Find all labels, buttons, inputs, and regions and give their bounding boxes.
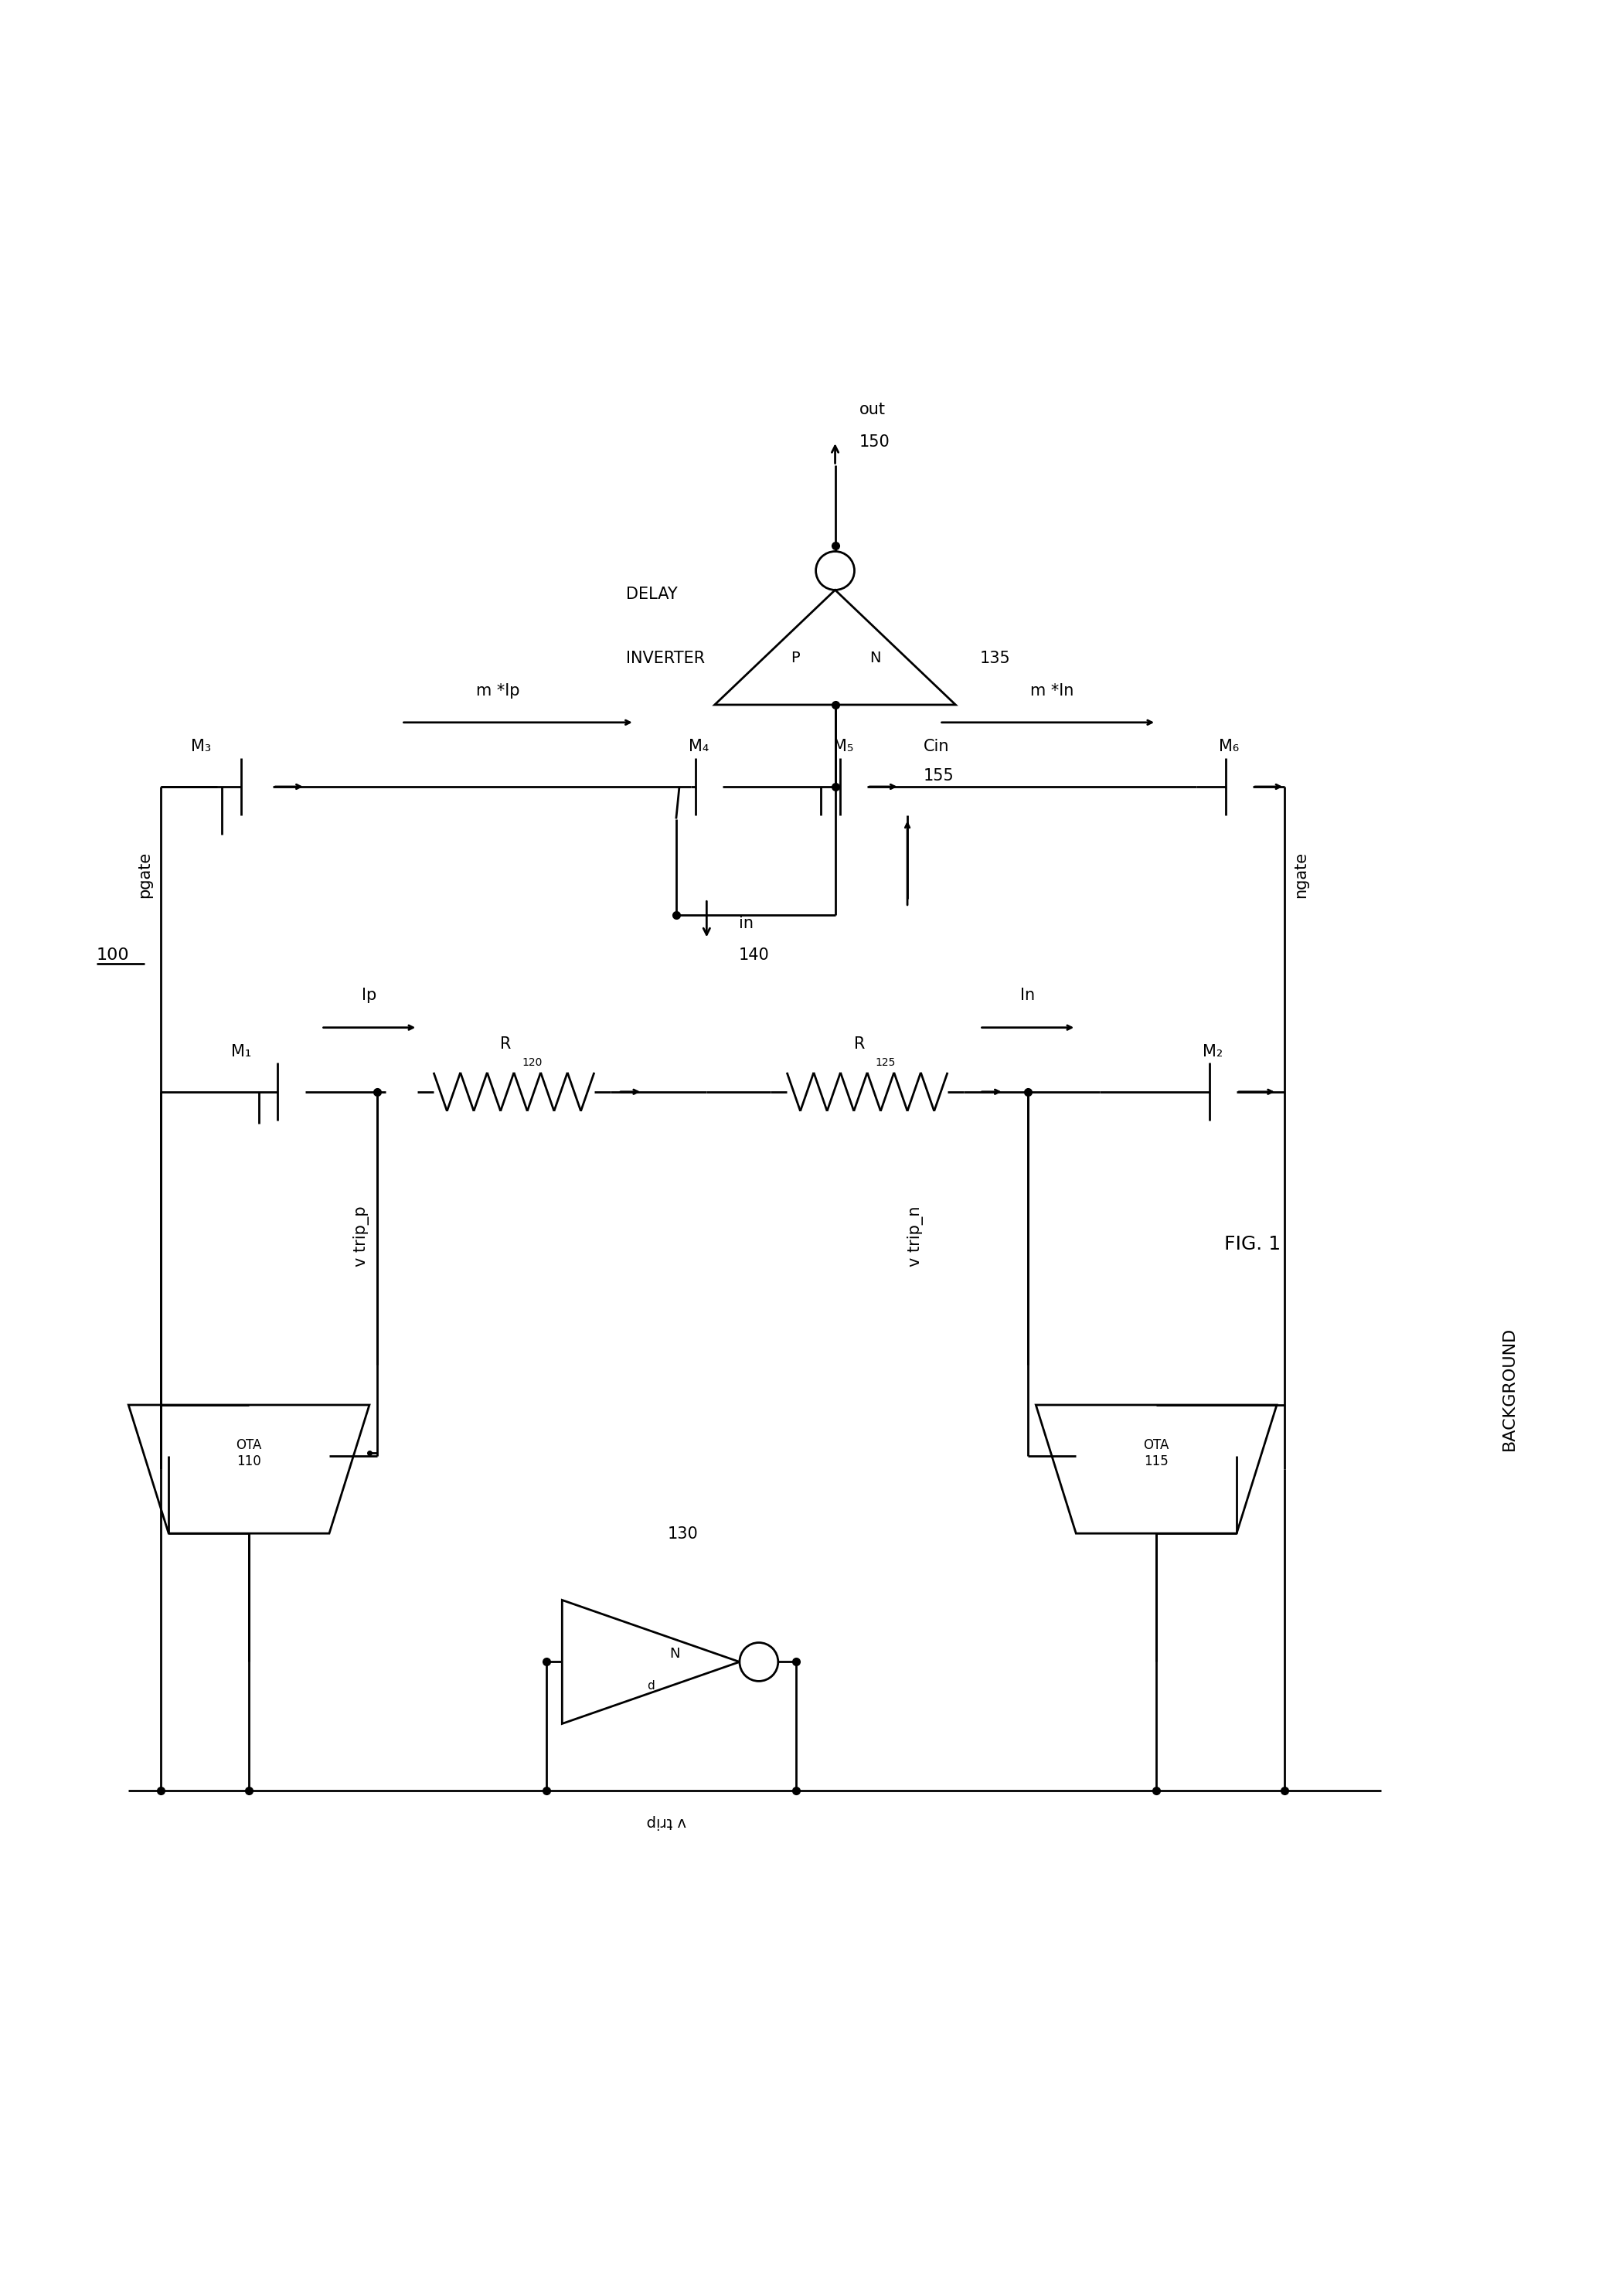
- Text: R: R: [501, 1035, 511, 1052]
- Text: in: in: [739, 916, 753, 930]
- Text: 125: 125: [875, 1056, 896, 1068]
- Text: 120: 120: [522, 1056, 543, 1068]
- Text: M₄: M₄: [689, 739, 708, 755]
- Text: In: In: [1020, 987, 1036, 1003]
- Text: M₂: M₂: [1203, 1045, 1222, 1061]
- Text: N: N: [870, 650, 880, 666]
- Text: FIG. 1: FIG. 1: [1224, 1235, 1282, 1254]
- Text: 130: 130: [666, 1527, 699, 1541]
- Text: 150: 150: [859, 434, 890, 450]
- Text: INVERTER: INVERTER: [626, 650, 705, 666]
- Text: ngate: ngate: [1293, 852, 1309, 898]
- Text: m *Ip: m *Ip: [475, 682, 520, 698]
- Text: v trip_n: v trip_n: [907, 1205, 923, 1267]
- Text: v trip_p: v trip_p: [353, 1205, 369, 1267]
- Text: M₅: M₅: [834, 739, 853, 755]
- Text: 155: 155: [923, 767, 954, 783]
- Text: Cin: Cin: [923, 739, 949, 755]
- Text: BACKGROUND: BACKGROUND: [1502, 1327, 1518, 1451]
- Text: v trip: v trip: [647, 1814, 686, 1830]
- Text: M₆: M₆: [1219, 739, 1238, 755]
- Text: pgate: pgate: [137, 852, 153, 898]
- Text: N: N: [670, 1646, 679, 1660]
- Text: OTA
110: OTA 110: [236, 1437, 262, 1467]
- Text: P: P: [790, 650, 800, 666]
- Text: M₁: M₁: [231, 1045, 251, 1061]
- Text: DELAY: DELAY: [626, 585, 678, 602]
- Text: OTA
115: OTA 115: [1143, 1437, 1169, 1467]
- Text: 135: 135: [980, 650, 1010, 666]
- Text: out: out: [859, 402, 885, 418]
- Text: 100: 100: [96, 948, 130, 962]
- Text: M₃: M₃: [191, 739, 210, 755]
- Text: 140: 140: [739, 948, 769, 962]
- Text: d: d: [647, 1681, 654, 1692]
- Text: R: R: [854, 1035, 864, 1052]
- Text: Ip: Ip: [361, 987, 377, 1003]
- Text: m *In: m *In: [1029, 682, 1074, 698]
